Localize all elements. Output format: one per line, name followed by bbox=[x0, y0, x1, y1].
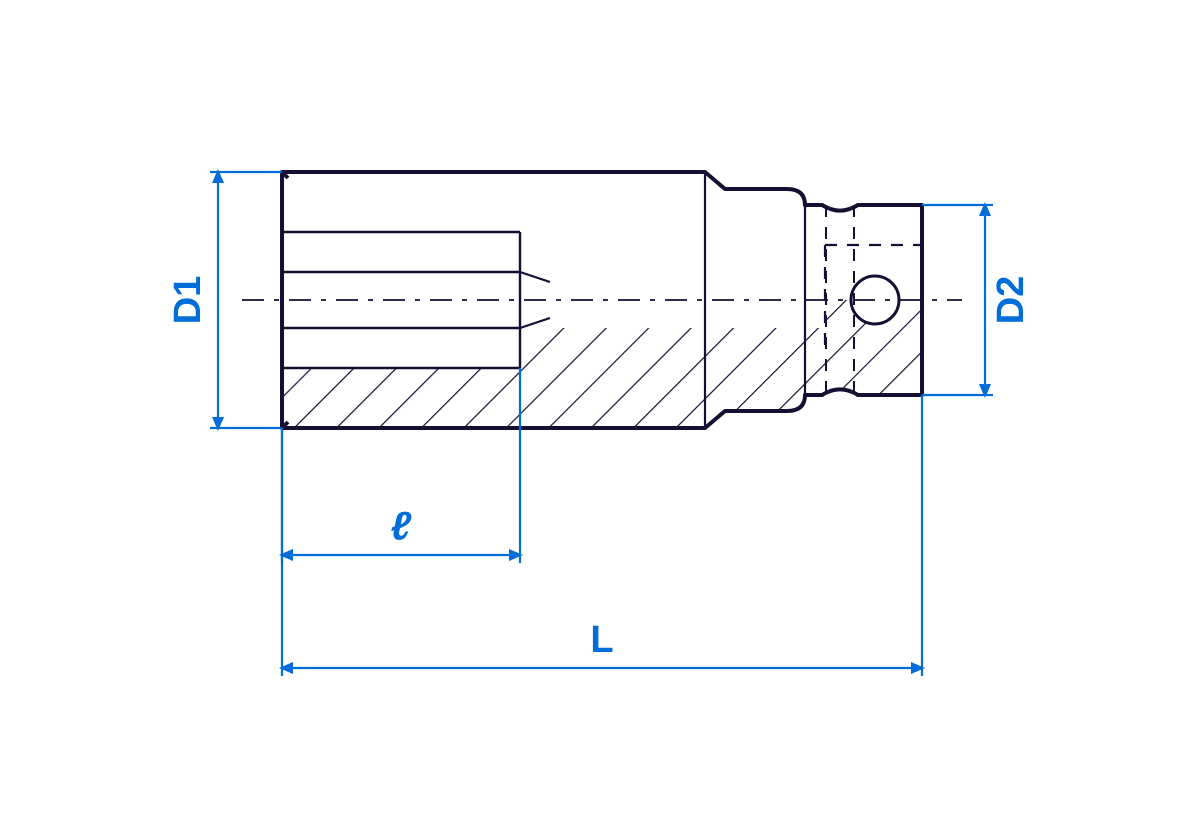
label-l-total: L bbox=[590, 619, 613, 661]
socket-technical-drawing: D1 D2 ℓ L bbox=[0, 0, 1200, 840]
label-d2: D2 bbox=[990, 276, 1032, 325]
label-l-inner: ℓ bbox=[391, 505, 412, 549]
label-d1: D1 bbox=[167, 276, 209, 325]
